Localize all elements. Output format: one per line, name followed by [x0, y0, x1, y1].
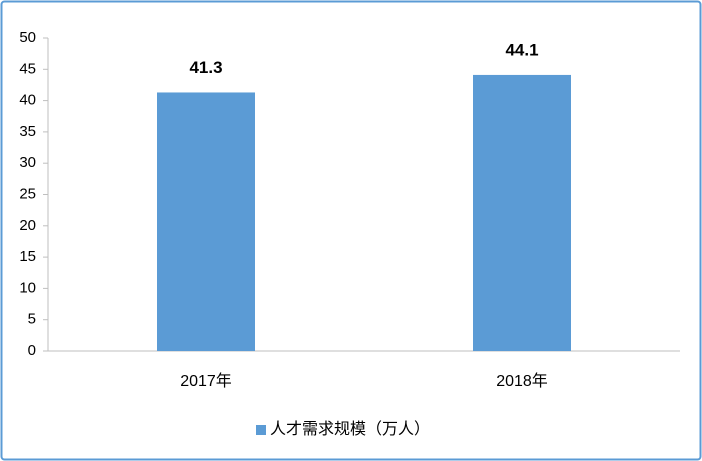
y-tick-label: 0	[28, 342, 36, 359]
y-tick-label: 5	[28, 311, 36, 328]
y-tick-label: 50	[19, 29, 36, 46]
y-tick-label: 10	[19, 279, 36, 296]
legend-label: 人才需求规模（万人）	[270, 420, 430, 438]
data-label: 44.1	[505, 40, 538, 59]
bar	[157, 92, 255, 351]
y-tick-label: 20	[19, 217, 36, 234]
data-label: 41.3	[189, 58, 222, 77]
y-tick-label: 30	[19, 154, 36, 171]
x-tick-label: 2018年	[496, 372, 548, 390]
y-tick-label: 25	[19, 185, 36, 202]
y-tick-label: 15	[19, 248, 36, 265]
x-tick-label: 2017年	[180, 372, 232, 390]
bar	[473, 74, 571, 352]
legend-swatch	[256, 425, 266, 435]
y-tick-label: 35	[19, 123, 36, 140]
y-tick-label: 45	[19, 60, 36, 77]
y-tick-label: 40	[19, 92, 36, 109]
